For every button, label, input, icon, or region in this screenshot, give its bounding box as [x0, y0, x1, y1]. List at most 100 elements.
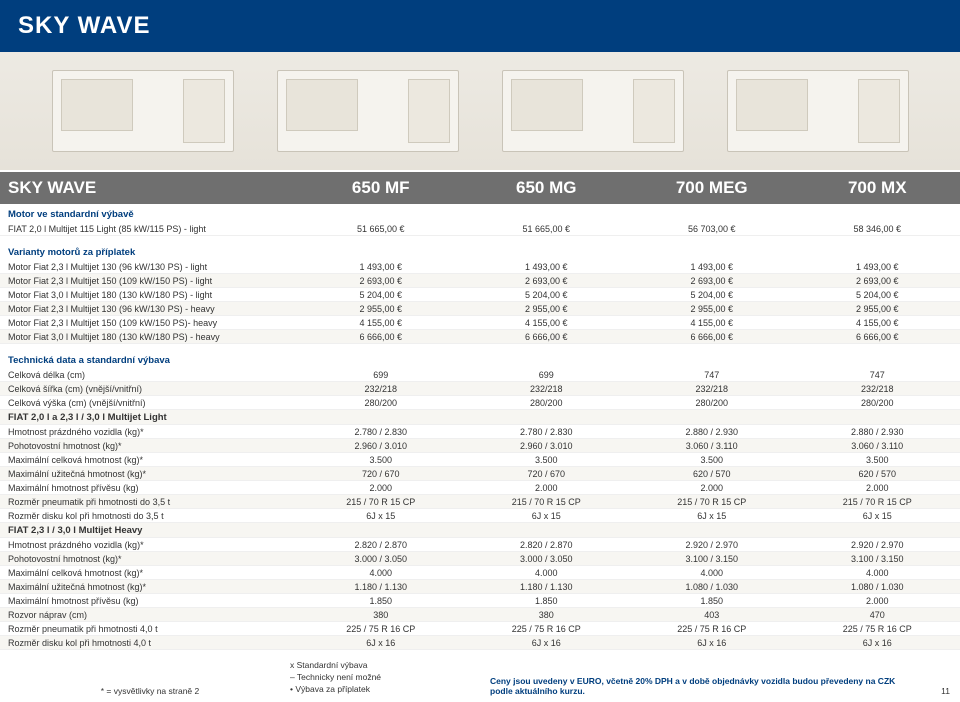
row-value: 2 693,00 €	[629, 274, 795, 287]
row-value: 215 / 70 R 15 CP	[464, 495, 630, 508]
row-value: 5 204,00 €	[795, 288, 960, 301]
row-label: Celková výška (cm) (vnější/vnitřní)	[0, 396, 298, 409]
row-value: 2.000	[795, 481, 960, 494]
table-row: Maximální celková hmotnost (kg)*4.0004.0…	[0, 566, 960, 580]
row-value: 3.000 / 3.050	[464, 552, 630, 565]
legend-line: x Standardní výbava	[290, 660, 490, 672]
row-value	[795, 523, 960, 537]
row-value: 51 665,00 €	[464, 222, 630, 235]
row-label: Motor Fiat 3,0 l Multijet 180 (130 kW/18…	[0, 288, 298, 301]
table-row: Rozměr disku kol při hmotnosti do 3,5 t 6…	[0, 509, 960, 523]
section-title: Varianty motorů za příplatek	[0, 242, 960, 260]
row-value: 3.100 / 3.150	[629, 552, 795, 565]
row-value: 747	[795, 368, 960, 381]
row-value: 2 693,00 €	[298, 274, 464, 287]
row-value: 620 / 570	[629, 467, 795, 480]
table-row: FIAT 2,0 l a 2,3 l / 3,0 l Multijet Ligh…	[0, 410, 960, 425]
row-value: 4.000	[795, 566, 960, 579]
legend-line: – Technicky není možné	[290, 672, 490, 684]
row-label: Rozměr pneumatik při hmotnosti 4,0 t	[0, 622, 298, 635]
row-value: 2.820 / 2.870	[464, 538, 630, 551]
row-value: 2 693,00 €	[464, 274, 630, 287]
row-value: 232/218	[795, 382, 960, 395]
row-value: 6J x 16	[795, 636, 960, 649]
row-label: Celková šířka (cm) (vnější/vnitřní)	[0, 382, 298, 395]
row-value: 2 693,00 €	[795, 274, 960, 287]
column-headings: SKY WAVE 650 MF 650 MG 700 MEG 700 MX	[0, 172, 960, 204]
table-row: Maximální hmotnost přívěsu (kg)1.8501.85…	[0, 594, 960, 608]
row-value: 225 / 75 R 16 CP	[629, 622, 795, 635]
row-value: 2.960 / 3.010	[298, 439, 464, 452]
row-value: 2.960 / 3.010	[464, 439, 630, 452]
row-value: 1.850	[298, 594, 464, 607]
row-value: 2 955,00 €	[464, 302, 630, 315]
row-value: 470	[795, 608, 960, 621]
row-value: 56 703,00 €	[629, 222, 795, 235]
row-value: 380	[464, 608, 630, 621]
row-value	[629, 523, 795, 537]
row-value: 620 / 570	[795, 467, 960, 480]
table-row: Maximální hmotnost přívěsu (kg)2.0002.00…	[0, 481, 960, 495]
row-value: 3.500	[464, 453, 630, 466]
row-value	[795, 410, 960, 424]
row-value: 1.080 / 1.030	[629, 580, 795, 593]
table-row: Maximální užitečná hmotnost (kg)*1.180 /…	[0, 580, 960, 594]
table-row: Celková výška (cm) (vnější/vnitřní) 280/2…	[0, 396, 960, 410]
table-row: Celková šířka (cm) (vnější/vnitřní)232/2…	[0, 382, 960, 396]
row-value: 58 346,00 €	[795, 222, 960, 235]
row-value: 232/218	[298, 382, 464, 395]
row-value: 1 493,00 €	[464, 260, 630, 273]
heading-col-2: 700 MEG	[629, 172, 795, 204]
row-value: 280/200	[795, 396, 960, 409]
row-value: 6J x 15	[464, 509, 630, 522]
row-value: 3.500	[795, 453, 960, 466]
row-value: 6J x 15	[629, 509, 795, 522]
row-value: 2.780 / 2.830	[298, 425, 464, 438]
row-label: FIAT 2,0 l a 2,3 l / 3,0 l Multijet Ligh…	[0, 410, 298, 424]
table-row: Motor Fiat 3,0 l Multijet 180 (130 kW/18…	[0, 330, 960, 344]
heading-label: SKY WAVE	[0, 172, 298, 204]
row-value: 4 155,00 €	[629, 316, 795, 329]
row-value: 6 666,00 €	[795, 330, 960, 343]
row-value: 280/200	[629, 396, 795, 409]
row-value: 2.000	[629, 481, 795, 494]
row-label: Rozměr disku kol při hmotnosti 4,0 t	[0, 636, 298, 649]
row-label: Hmotnost prázdného vozidla (kg)*	[0, 538, 298, 551]
row-value: 2.820 / 2.870	[298, 538, 464, 551]
row-value: 747	[629, 368, 795, 381]
row-label: Rozvor náprav (cm)	[0, 608, 298, 621]
row-value: 51 665,00 €	[298, 222, 464, 235]
row-label: Maximální celková hmotnost (kg)*	[0, 453, 298, 466]
table-row: Maximální užitečná hmotnost (kg)*720 / 6…	[0, 467, 960, 481]
row-value	[298, 410, 464, 424]
row-value: 6 666,00 €	[629, 330, 795, 343]
section-title: Motor ve standardní výbavě	[0, 204, 960, 222]
row-value: 2 955,00 €	[795, 302, 960, 315]
row-label: Celková délka (cm)	[0, 368, 298, 381]
row-value: 4.000	[464, 566, 630, 579]
floorplan-700meg	[502, 70, 684, 152]
row-value: 5 204,00 €	[464, 288, 630, 301]
row-value: 2.000	[464, 481, 630, 494]
table-row: Maximální celková hmotnost (kg)*3.5003.5…	[0, 453, 960, 467]
table-row: Pohotovostní hmotnost (kg)*2.960 / 3.010…	[0, 439, 960, 453]
row-value: 3.500	[298, 453, 464, 466]
row-value: 3.060 / 3.110	[629, 439, 795, 452]
table-row: FIAT 2,0 l Multijet 115 Light (85 kW/115…	[0, 222, 960, 236]
table-row: Hmotnost prázdného vozidla (kg)*2.780 / …	[0, 425, 960, 439]
row-label: Rozměr disku kol při hmotnosti do 3,5 t	[0, 509, 298, 522]
row-value: 403	[629, 608, 795, 621]
row-value: 4 155,00 €	[464, 316, 630, 329]
row-value: 232/218	[464, 382, 630, 395]
row-label: Motor Fiat 3,0 l Multijet 180 (130 kW/18…	[0, 330, 298, 343]
table-row: Motor Fiat 2,3 l Multijet 130 (96 kW/130…	[0, 302, 960, 316]
row-value: 720 / 670	[298, 467, 464, 480]
row-value: 6J x 16	[464, 636, 630, 649]
hero-floorplans	[0, 52, 960, 172]
table-row: FIAT 2,3 l / 3,0 l Multijet Heavy	[0, 523, 960, 538]
row-value: 1 493,00 €	[795, 260, 960, 273]
row-label: Motor Fiat 2,3 l Multijet 150 (109 kW/15…	[0, 274, 298, 287]
row-value: 2.920 / 2.970	[629, 538, 795, 551]
row-value: 699	[298, 368, 464, 381]
legend-line: • Výbava za příplatek	[290, 684, 490, 696]
